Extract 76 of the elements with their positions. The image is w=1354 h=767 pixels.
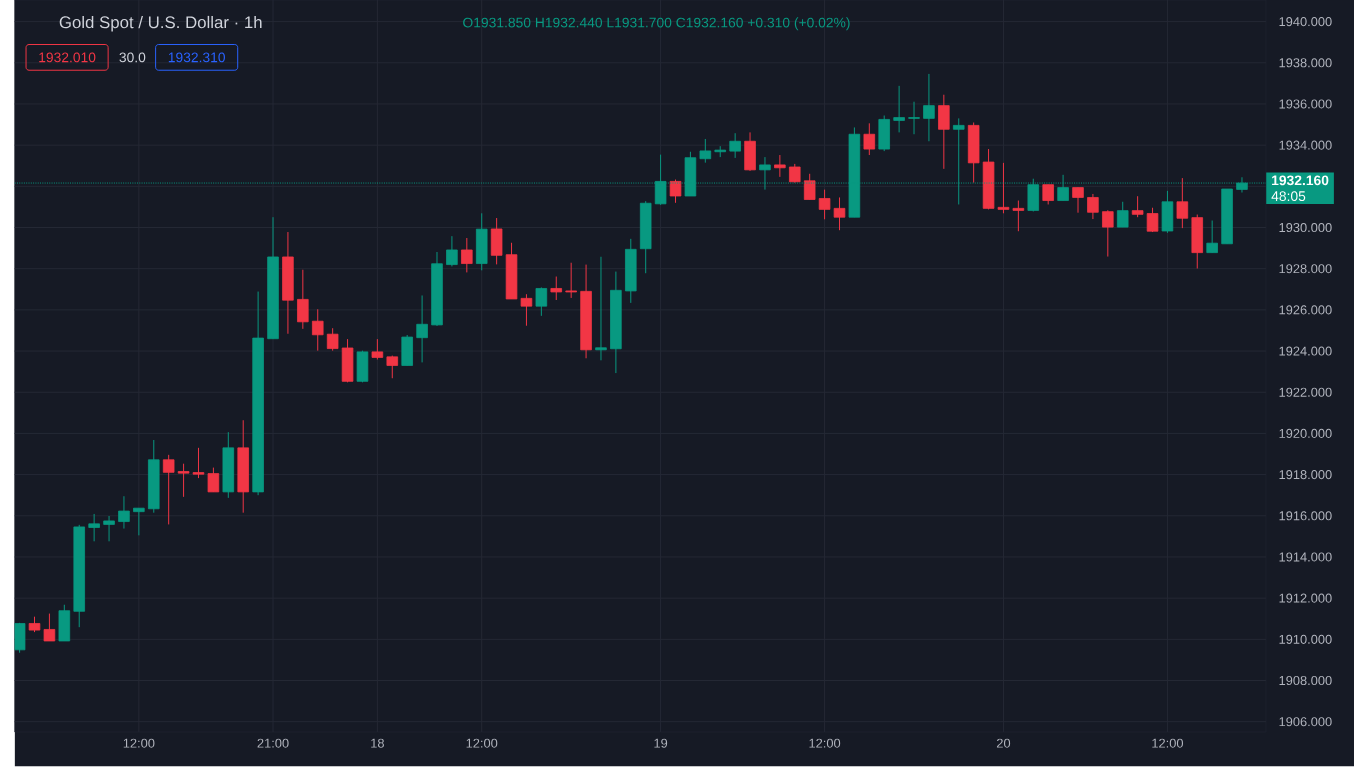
y-tick-label: 1940.000: [1279, 17, 1332, 27]
candlestick: [461, 237, 473, 274]
candlestick: [550, 276, 563, 301]
x-tick-label: 12:00: [1152, 738, 1184, 748]
candlestick: [863, 123, 876, 156]
y-tick-label: 1920.000: [1279, 429, 1332, 439]
x-tick-label: 20: [996, 738, 1011, 748]
x-tick-label: 12:00: [809, 738, 841, 748]
candlestick: [923, 73, 935, 142]
y-tick-label: 1908.000: [1279, 676, 1332, 686]
x-tick-label: 21:00: [257, 738, 289, 748]
candlestick: [1131, 195, 1144, 218]
candlestick: [43, 613, 56, 642]
candlestick: [729, 132, 741, 159]
y-tick-label: 1928.000: [1279, 264, 1332, 274]
candlestick: [699, 138, 712, 164]
candlestick: [103, 515, 115, 542]
x-tick-label: 12:00: [466, 738, 498, 748]
annotation: 1932.010: [39, 52, 96, 63]
candlestick: [311, 308, 324, 352]
annotation: O1931.850 H1932.440 L1931.700 C1932.160 +0.310 (+0.02%): [463, 17, 850, 31]
y-tick-label: 1906.000: [1279, 717, 1332, 727]
candlestick: [520, 293, 533, 327]
candlestick: [833, 197, 846, 231]
candlestick: [938, 94, 950, 170]
candlestick: [1206, 220, 1218, 254]
candlestick: [1042, 184, 1054, 206]
candlestick: [908, 101, 920, 135]
candlestick: [1012, 200, 1025, 232]
candlestick: [1116, 201, 1129, 228]
x-tick-label: 18: [371, 738, 384, 748]
candlestick: [446, 235, 458, 268]
candlestick: [192, 447, 205, 479]
y-tick-label: 1910.000: [1279, 634, 1332, 645]
y-tick-label: 1938.000: [1279, 58, 1332, 68]
candlestick: [1176, 177, 1189, 229]
candlestick: [162, 454, 175, 526]
ref-line-label: 1932.160: [1272, 175, 1329, 186]
candlestick: [893, 85, 905, 134]
candlestick: [416, 295, 428, 364]
candlestick: [535, 287, 548, 317]
candlestick: [997, 162, 1010, 214]
y-tick-label: 1924.000: [1279, 346, 1332, 356]
candlestick: [818, 189, 831, 220]
candlestick: [133, 507, 145, 537]
candlestick: [326, 327, 339, 352]
candlestick: [565, 262, 577, 299]
candlestick: [1072, 187, 1084, 214]
candlestick: [1102, 209, 1114, 258]
candlestick: [297, 269, 309, 330]
y-tick-label: 1926.000: [1279, 305, 1332, 315]
candlestick: [118, 495, 130, 530]
y-tick-label: 1912.000: [1279, 593, 1332, 603]
y-tick-label: 1914.000: [1279, 552, 1332, 562]
annotation: 1932.310: [168, 52, 225, 63]
candlestick: [177, 463, 190, 498]
candlestick: [1146, 207, 1159, 233]
candlestick: [207, 467, 220, 493]
y-tick-label: 1916.000: [1279, 511, 1332, 521]
x-tick-label: 19: [654, 738, 668, 748]
candlestick: [595, 256, 607, 362]
annotation: 30.0: [119, 52, 146, 63]
candlestick: [1087, 193, 1099, 220]
y-tick-label: 1934.000: [1279, 140, 1332, 150]
text: Gold Spot / U.S. Dollar · 1h: [59, 16, 262, 32]
candlestick: [88, 513, 100, 542]
candlestick: [669, 179, 682, 204]
y-tick-label: 1930.000: [1279, 223, 1332, 233]
text: 48:05: [1271, 191, 1306, 202]
x-tick-label: 12:00: [123, 738, 155, 748]
y-tick-label: 1936.000: [1279, 99, 1332, 109]
candlestick: [803, 173, 816, 201]
candlestick: [371, 338, 384, 361]
y-tick-label: 1922.000: [1279, 387, 1332, 397]
y-tick-label: 1918.000: [1279, 470, 1332, 480]
candlestick: [774, 154, 786, 178]
